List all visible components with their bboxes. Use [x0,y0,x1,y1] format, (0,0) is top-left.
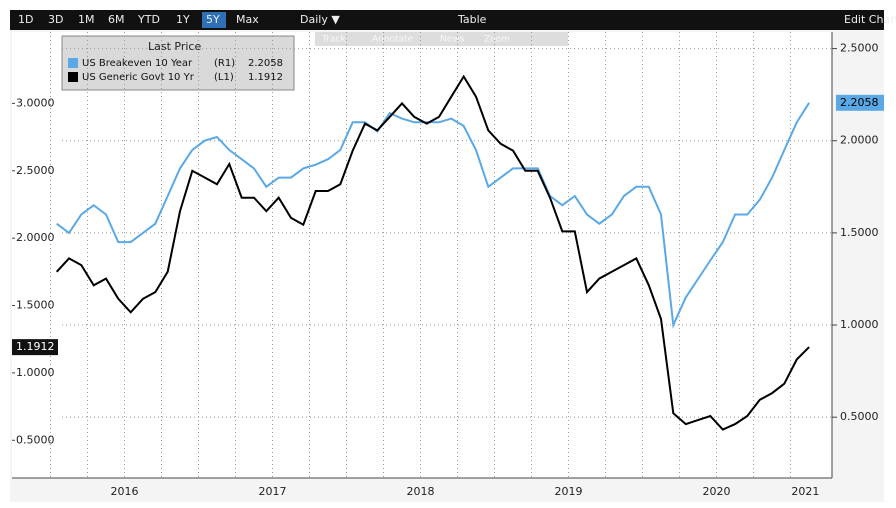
x-tick-label: 2016 [110,485,138,498]
y-tick-label: 2.5000 [16,164,55,177]
range-button[interactable]: 1D [18,13,33,26]
last-value-tag [836,94,884,111]
legend [61,35,295,91]
range-button[interactable]: 3D [48,13,63,26]
table-button[interactable]: Table [457,13,487,26]
legend-value: 1.1912 [248,72,283,83]
legend-title: Last Price [148,40,201,53]
legend-label: US Breakeven 10 Year [82,58,193,69]
legend-axis: (L1) [214,72,234,83]
legend-value: 2.2058 [248,58,283,69]
range-button[interactable]: 5Y [206,13,220,26]
line-series [55,74,810,431]
toolbar [10,10,884,30]
range-button[interactable]: 6M [108,13,125,26]
range-button[interactable]: 1M [78,13,95,26]
x-tick-label: 2017 [259,485,287,498]
x-tick-label: 2018 [407,485,435,498]
range-selected [202,12,226,28]
y2-tick-label: 2.5000 [840,42,879,55]
y-tick-label: 0.5000 [16,433,55,446]
last-value-label: 1.1912 [16,340,55,353]
last-value-label: 2.2058 [840,96,879,109]
range-button[interactable]: 1Y [176,13,190,26]
y-tick-label: 1.0000 [16,366,55,379]
tool-button[interactable]: Annotate [372,35,414,45]
line-series [56,102,810,329]
last-value-tag [12,339,58,356]
legend-swatch [68,58,78,68]
legend-swatch [68,72,78,82]
y-tick-label: 2.0000 [16,231,55,244]
x-tick-label: 2020 [703,485,731,498]
legend-axis: (R1) [214,58,235,69]
tool-button[interactable]: News [440,35,465,45]
y2-tick-label: 2.0000 [840,134,879,147]
tool-button[interactable]: Track [321,35,346,45]
frequency[interactable]: Daily ▼ [300,13,340,26]
plot-area [12,32,832,478]
tools-bar [315,32,568,46]
x-tick-label: 2019 [555,485,583,498]
x-tick-label: 2021 [791,485,819,498]
edit-chart[interactable]: Edit Chart [844,13,896,26]
y-tick-label: 1.5000 [16,299,55,312]
legend-label: US Generic Govt 10 Yr [82,72,195,83]
y2-tick-label: 1.5000 [840,226,879,239]
y2-tick-label: 1.0000 [840,318,879,331]
y2-tick-label: 0.5000 [840,410,879,423]
y-tick-label: 3.0000 [16,96,55,109]
range-button[interactable]: YTD [137,13,160,26]
tool-button[interactable]: Zoom [484,35,510,45]
range-button[interactable]: Max [236,13,259,26]
